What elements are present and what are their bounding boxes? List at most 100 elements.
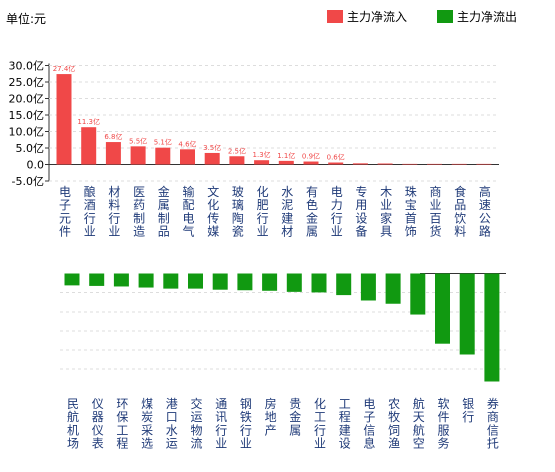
inflow-category-label: 电子元件 (59, 185, 71, 239)
outflow-bar (286, 273, 302, 292)
outflow-category-label: 房地产 (265, 396, 277, 437)
outflow-bar (385, 273, 401, 304)
y-tick-label: 0.0 (27, 159, 45, 172)
legend-inflow[interactable]: 主力净流入 (327, 8, 407, 25)
inflow-data-label: 1.1亿 (277, 151, 295, 160)
inflow-data-label: 6.8亿 (104, 132, 122, 141)
legend-inflow-label: 主力净流入 (347, 10, 408, 24)
inflow-category-label: 珠宝首饰 (405, 185, 417, 239)
inflow-bar (328, 162, 344, 165)
inflow-data-label: 3.5亿 (203, 143, 221, 152)
outflow-category-label: 通讯行业 (215, 397, 227, 451)
inflow-bar (204, 152, 220, 165)
inflow-category-label: 电力行业 (331, 185, 343, 239)
outflow-category-label: 银行 (462, 397, 474, 424)
inflow-bar (180, 149, 195, 165)
inflow-category-label: 材料行业 (108, 185, 120, 239)
outflow-bar (89, 273, 105, 286)
y-tick-label: 10.0亿 (9, 126, 45, 139)
inflow-data-label: 5.1亿 (154, 138, 172, 147)
inflow-category-label: 高速公路 (479, 184, 491, 239)
inflow-category-label: 酿酒行业 (84, 184, 96, 239)
outflow-category-label: 贵金属 (289, 397, 301, 437)
inflow-category-label: 木业家具 (380, 185, 392, 239)
inflow-category-label: 商业百货 (429, 184, 441, 239)
legend-outflow[interactable]: 主力净流出 (437, 8, 517, 25)
outflow-category-label: 民航机场 (67, 397, 79, 451)
outflow-bar (410, 273, 426, 315)
inflow-data-label: 0.9亿 (302, 152, 320, 161)
inflow-data-label: 1.3亿 (253, 150, 271, 159)
outflow-bar (113, 273, 129, 287)
legend-outflow-swatch (437, 10, 453, 23)
inflow-bar (427, 163, 442, 165)
y-tick-label: 25.0亿 (9, 76, 45, 89)
outflow-category-label: 钢铁行业 (240, 397, 252, 451)
outflow-bar (435, 273, 450, 344)
outflow-category-label: 农牧饲渔 (388, 397, 400, 451)
inflow-data-label: 11.3亿 (77, 117, 100, 126)
outflow-bar (459, 273, 475, 355)
inflow-category-label: 输配电气 (182, 184, 194, 239)
y-tick-label: 30.0亿 (9, 60, 45, 73)
inflow-category-label: 有色金属 (306, 185, 318, 239)
inflow-category-label: 水泥建材 (281, 185, 293, 239)
inflow-bar (402, 163, 418, 165)
inflow-bar (451, 163, 467, 165)
inflow-data-label: 0.6亿 (327, 153, 345, 162)
inflow-bar (81, 127, 97, 165)
inflow-data-label: 5.5亿 (129, 136, 147, 145)
inflow-bar (303, 161, 319, 165)
legend-inflow-swatch (327, 10, 343, 23)
inflow-bar (352, 163, 368, 165)
outflow-bar (212, 273, 228, 290)
inflow-category-label: 文化传媒 (207, 184, 219, 239)
outflow-category-label: 航天航空 (413, 396, 425, 451)
outflow-bar (163, 273, 179, 289)
y-tick-label: 15.0亿 (9, 109, 45, 122)
inflow-data-label: 4.6亿 (178, 139, 196, 148)
outflow-category-label: 环保工程 (116, 397, 128, 451)
outflow-bar (188, 273, 203, 289)
inflow-category-label: 金属制品 (158, 184, 170, 239)
outflow-category-label: 化工行业 (314, 397, 326, 451)
outflow-category-label: 电子信息 (363, 397, 375, 451)
inflow-category-label: 化肥行业 (257, 185, 269, 239)
inflow-bar (56, 74, 72, 165)
outflow-bar (336, 273, 352, 296)
outflow-category-label: 交运物流 (190, 396, 202, 451)
y-tick-label: 20.0亿 (9, 93, 45, 106)
outflow-bar (311, 273, 327, 293)
y-tick-label: -5.0亿 (12, 175, 44, 188)
inflow-category-label: 玻璃陶瓷 (232, 185, 244, 239)
outflow-category-label: 港口水运 (166, 397, 178, 451)
outflow-bar (360, 273, 376, 301)
inflow-category-label: 食品饮料 (454, 184, 466, 239)
outflow-bar (138, 273, 154, 288)
outflow-bar (64, 273, 80, 286)
outflow-category-label: 仪器仪表 (92, 397, 104, 451)
inflow-data-label: 2.5亿 (228, 146, 246, 155)
inflow-bar (278, 160, 294, 165)
legend-outflow-label: 主力净流出 (457, 10, 518, 24)
outflow-category-label: 软件服务 (437, 397, 449, 451)
inflow-bar (476, 163, 492, 165)
inflow-bar (254, 160, 270, 165)
outflow-bar (262, 273, 278, 291)
outflow-bar (484, 273, 500, 382)
outflow-category-label: 工程建设 (339, 397, 351, 451)
inflow-category-label: 专用设备 (355, 184, 367, 239)
outflow-category-label: 券商信托 (487, 396, 499, 451)
inflow-bar (229, 156, 245, 165)
y-tick-label: 5.0亿 (16, 142, 45, 155)
inflow-bar (155, 147, 171, 165)
inflow-bar (377, 163, 393, 165)
inflow-bar (105, 142, 121, 165)
outflow-category-label: 煤炭采选 (141, 397, 153, 451)
inflow-category-label: 医药制造 (133, 185, 145, 239)
unit-label: 单位:元 (6, 12, 47, 26)
inflow-bar (130, 146, 146, 165)
inflow-data-label: 27.4亿 (53, 64, 76, 73)
outflow-bar (237, 273, 253, 291)
